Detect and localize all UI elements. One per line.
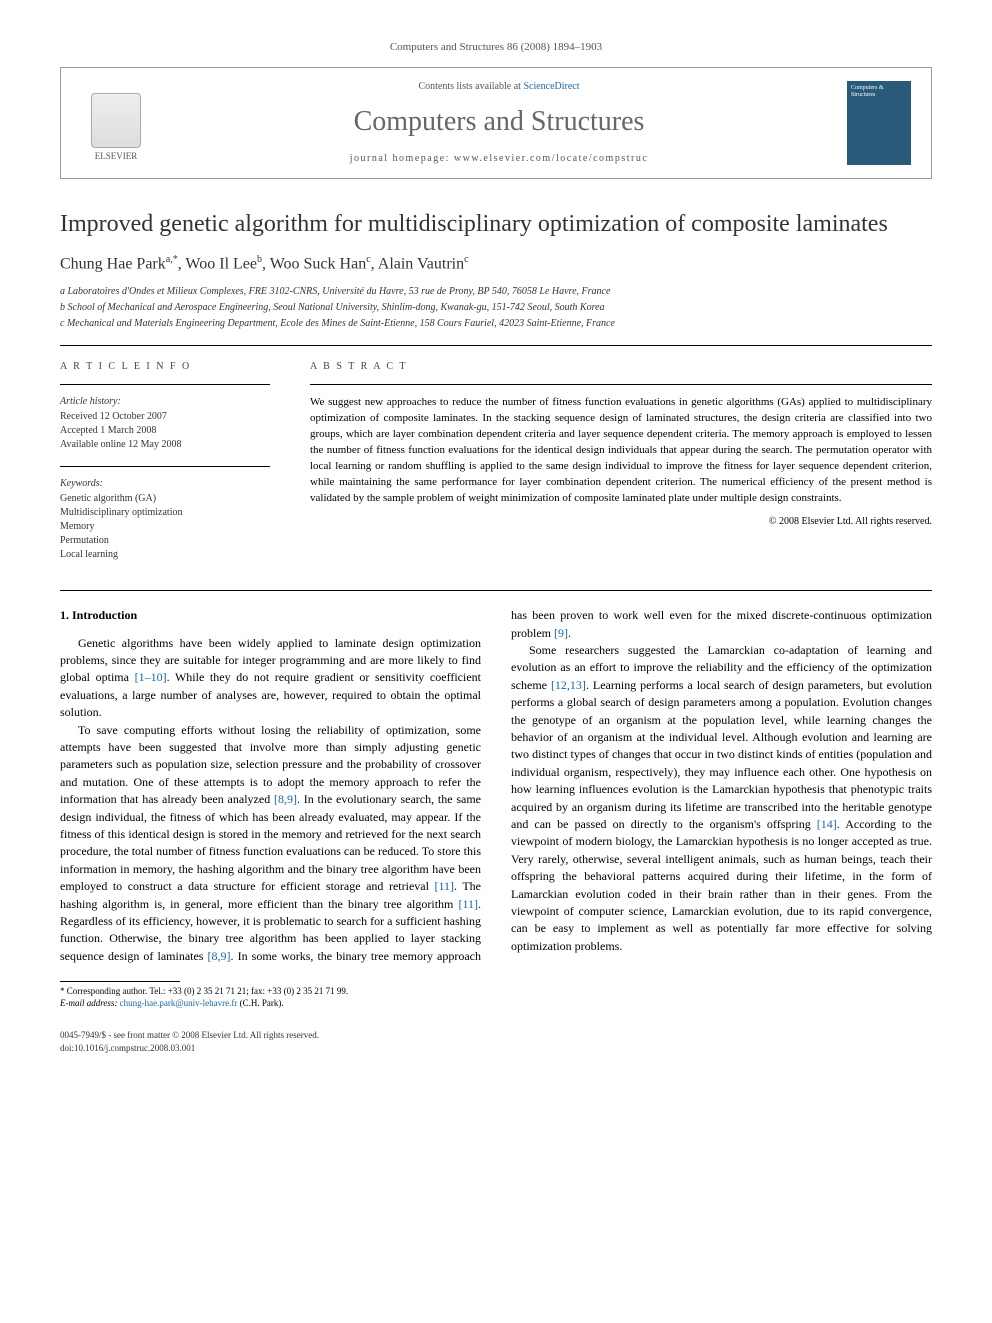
citation-link[interactable]: [11] [458,897,478,911]
journal-name: Computers and Structures [151,102,847,141]
history-received: Received 12 October 2007 [60,410,270,424]
citation-link[interactable]: [8,9] [208,949,231,963]
contents-line: Contents lists available at ScienceDirec… [151,80,847,94]
citation-link[interactable]: [14] [817,817,837,831]
running-header: Computers and Structures 86 (2008) 1894–… [60,40,932,55]
history-online: Available online 12 May 2008 [60,438,270,452]
history-accepted: Accepted 1 March 2008 [60,424,270,438]
author-1: Chung Hae Park [60,255,166,272]
affiliation-c: c Mechanical and Materials Engineering D… [60,317,932,331]
keyword-2: Multidisciplinary optimization [60,506,270,520]
keyword-4: Permutation [60,534,270,548]
footnote-divider [60,981,180,982]
affiliation-b: b School of Mechanical and Aerospace Eng… [60,301,932,315]
abstract-text: We suggest new approaches to reduce the … [310,395,932,507]
elsevier-tree-icon [91,93,141,148]
publisher-logo: ELSEVIER [81,83,151,163]
journal-cover-thumbnail: Computers & Structures [847,81,911,165]
citation-link[interactable]: [1–10] [135,670,167,684]
abstract-block: A B S T R A C T We suggest new approache… [310,360,932,576]
corr-author-contact: * Corresponding author. Tel.: +33 (0) 2 … [60,986,932,998]
citation-link[interactable]: [9] [554,626,568,640]
citation-link[interactable]: [12,13] [551,678,586,692]
keywords-label: Keywords: [60,477,270,491]
abstract-copyright: © 2008 Elsevier Ltd. All rights reserved… [310,515,932,529]
author-list: Chung Hae Parka,*, Woo Il Leeb, Woo Suck… [60,253,932,276]
divider [60,384,270,385]
author-4: , Alain Vautrin [371,255,464,272]
keyword-1: Genetic algorithm (GA) [60,492,270,506]
journal-banner: ELSEVIER Contents lists available at Sci… [60,67,932,178]
author-4-affil: c [464,254,468,265]
history-label: Article history: [60,395,270,409]
section-heading: 1. Introduction [60,607,481,624]
article-info-heading: A R T I C L E I N F O [60,360,270,374]
journal-homepage: journal homepage: www.elsevier.com/locat… [151,152,847,166]
divider [310,384,932,385]
citation-link[interactable]: [11] [434,879,454,893]
divider [60,345,932,346]
abstract-heading: A B S T R A C T [310,360,932,374]
affiliation-a: a Laboratoires d'Ondes et Milieux Comple… [60,285,932,299]
author-1-affil: a,* [166,254,178,265]
article-body: 1. Introduction Genetic algorithms have … [60,607,932,965]
divider [60,466,270,467]
email-link[interactable]: chung-hae.park@univ-lehavre.fr [120,998,238,1008]
article-title: Improved genetic algorithm for multidisc… [60,209,932,239]
keyword-5: Local learning [60,548,270,562]
page-footer: 0045-7949/$ - see front matter © 2008 El… [60,1029,932,1054]
front-matter-line: 0045-7949/$ - see front matter © 2008 El… [60,1029,319,1042]
doi-line: doi:10.1016/j.compstruc.2008.03.001 [60,1042,319,1055]
corresponding-author-footnote: * Corresponding author. Tel.: +33 (0) 2 … [60,986,932,1009]
paragraph-1: Genetic algorithms have been widely appl… [60,635,481,722]
paragraph-3: Some researchers suggested the Lamarckia… [511,642,932,955]
divider [60,590,932,591]
email-attribution: (C.H. Park). [237,998,283,1008]
sciencedirect-link[interactable]: ScienceDirect [523,81,579,92]
email-label: E-mail address: [60,998,120,1008]
keyword-3: Memory [60,520,270,534]
publisher-name: ELSEVIER [95,150,138,163]
author-3: , Woo Suck Han [262,255,366,272]
author-2: , Woo Il Lee [178,255,257,272]
article-info-block: A R T I C L E I N F O Article history: R… [60,360,270,576]
citation-link[interactable]: [8,9] [274,792,297,806]
